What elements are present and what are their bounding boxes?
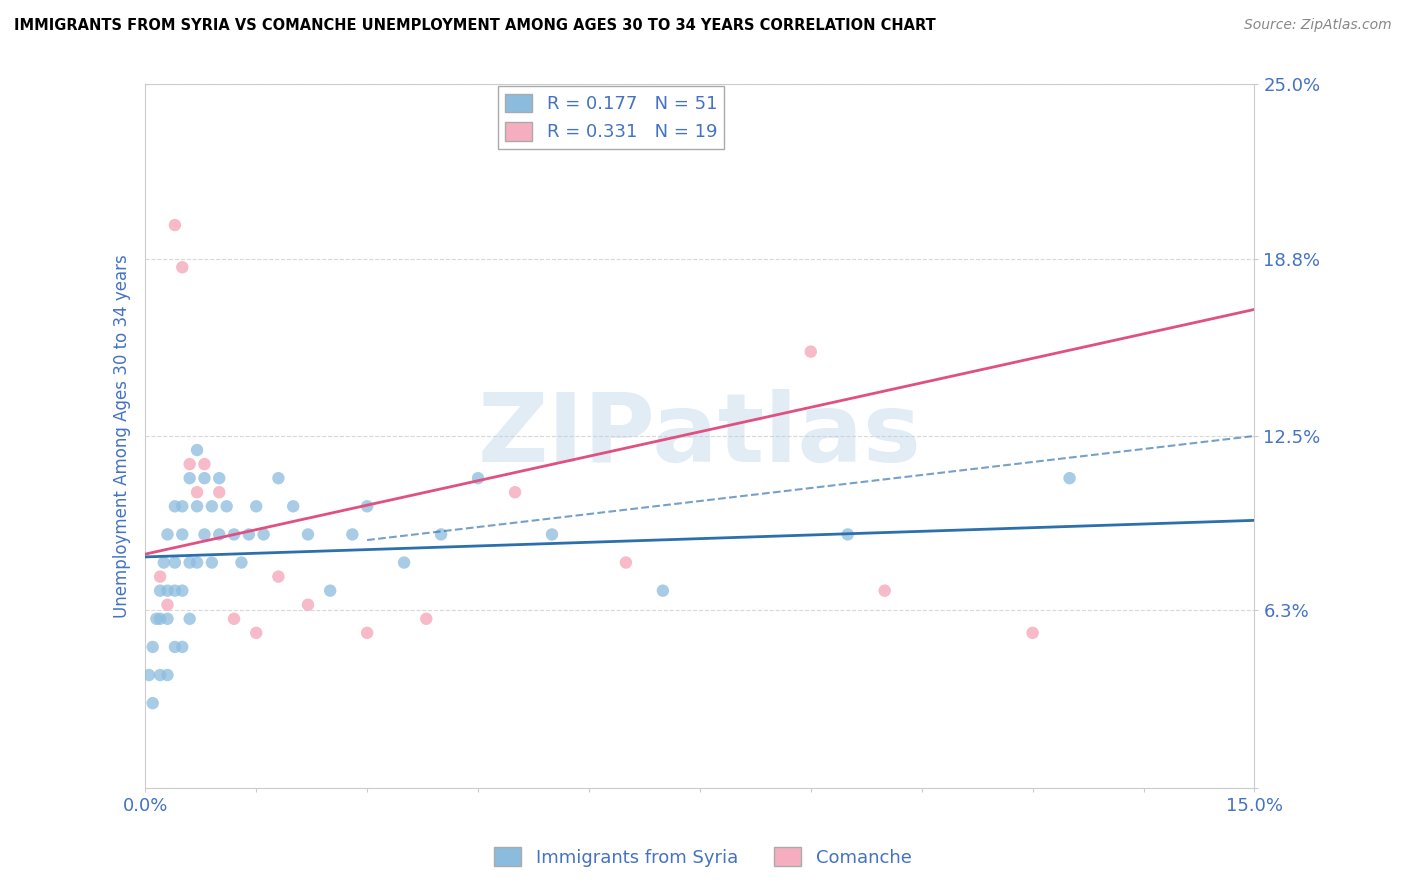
Text: IMMIGRANTS FROM SYRIA VS COMANCHE UNEMPLOYMENT AMONG AGES 30 TO 34 YEARS CORRELA: IMMIGRANTS FROM SYRIA VS COMANCHE UNEMPL… [14,18,936,33]
Point [503,485,526,500]
Point [172,583,194,598]
Point [392,556,415,570]
Point [193,457,215,471]
Point [467,471,489,485]
Point [156,612,179,626]
Point [1059,471,1081,485]
Point [138,668,160,682]
Point [297,598,319,612]
Point [873,583,896,598]
Point [208,527,231,541]
Point [800,344,823,359]
Point [172,527,194,541]
Point [149,583,172,598]
Text: Source: ZipAtlas.com: Source: ZipAtlas.com [1244,18,1392,32]
Point [172,640,194,654]
Point [208,471,231,485]
Point [231,556,253,570]
Point [245,500,267,514]
Point [267,471,290,485]
Point [193,527,215,541]
Point [186,443,208,458]
Point [163,556,186,570]
Point [152,556,174,570]
Point [208,485,231,500]
Point [156,668,179,682]
Point [179,612,201,626]
Point [186,485,208,500]
Point [319,583,342,598]
Point [172,500,194,514]
Point [186,500,208,514]
Point [179,471,201,485]
Point [193,471,215,485]
Point [356,625,378,640]
Point [222,527,245,541]
Point [837,527,859,541]
Point [356,500,378,514]
Point [415,612,437,626]
Point [342,527,364,541]
Point [215,500,238,514]
Point [179,457,201,471]
Point [179,556,201,570]
Point [172,260,194,275]
Y-axis label: Unemployment Among Ages 30 to 34 years: Unemployment Among Ages 30 to 34 years [114,254,131,618]
Legend: Immigrants from Syria, Comanche: Immigrants from Syria, Comanche [486,840,920,874]
Point [149,569,172,583]
Point [651,583,673,598]
Point [186,556,208,570]
Point [541,527,564,541]
Point [156,527,179,541]
Point [238,527,260,541]
Point [163,640,186,654]
Point [283,500,305,514]
Point [142,640,165,654]
Point [163,500,186,514]
Point [267,569,290,583]
Point [149,612,172,626]
Point [142,696,165,710]
Legend: R = 0.177   N = 51, R = 0.331   N = 19: R = 0.177 N = 51, R = 0.331 N = 19 [498,87,724,149]
Point [245,625,267,640]
Point [252,527,274,541]
Point [145,612,167,626]
Point [614,556,637,570]
Point [222,612,245,626]
Point [156,598,179,612]
Text: ZIPatlas: ZIPatlas [478,390,922,483]
Point [163,218,186,232]
Point [1021,625,1043,640]
Point [201,556,224,570]
Point [156,583,179,598]
Point [430,527,453,541]
Point [297,527,319,541]
Point [201,500,224,514]
Point [163,583,186,598]
Point [149,668,172,682]
